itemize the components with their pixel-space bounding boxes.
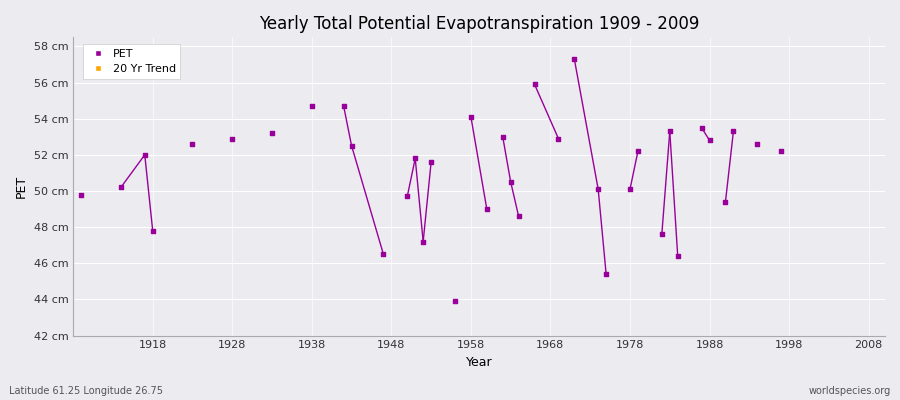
Point [750,141,764,147]
Point [718,199,733,205]
Point [113,184,128,190]
Point [631,148,645,154]
Point [496,134,510,140]
Point [623,186,637,192]
X-axis label: Year: Year [465,356,492,369]
Point [591,186,606,192]
Point [511,213,526,220]
Point [702,137,716,144]
Legend: PET, 20 Yr Trend: PET, 20 Yr Trend [83,44,180,79]
Point [424,159,438,165]
Point [654,231,669,238]
Point [726,128,741,134]
Point [598,271,613,277]
Point [551,135,565,142]
Title: Yearly Total Potential Evapotranspiration 1909 - 2009: Yearly Total Potential Evapotranspiratio… [258,15,699,33]
Point [416,238,430,245]
Point [74,191,88,198]
Point [503,179,517,185]
Point [138,152,152,158]
Point [567,56,581,62]
Point [185,141,200,147]
Point [345,142,359,149]
Point [337,103,351,109]
Point [448,298,463,304]
Point [408,155,422,162]
Point [146,228,160,234]
Point [670,253,685,259]
Text: worldspecies.org: worldspecies.org [809,386,891,396]
Point [527,81,542,88]
Point [774,148,788,154]
Point [695,124,709,131]
Y-axis label: PET: PET [15,175,28,198]
Point [464,114,478,120]
Point [662,128,677,134]
Point [225,135,239,142]
Point [400,193,415,200]
Point [304,103,319,109]
Point [265,130,279,136]
Point [376,251,391,258]
Text: Latitude 61.25 Longitude 26.75: Latitude 61.25 Longitude 26.75 [9,386,163,396]
Point [480,206,494,212]
